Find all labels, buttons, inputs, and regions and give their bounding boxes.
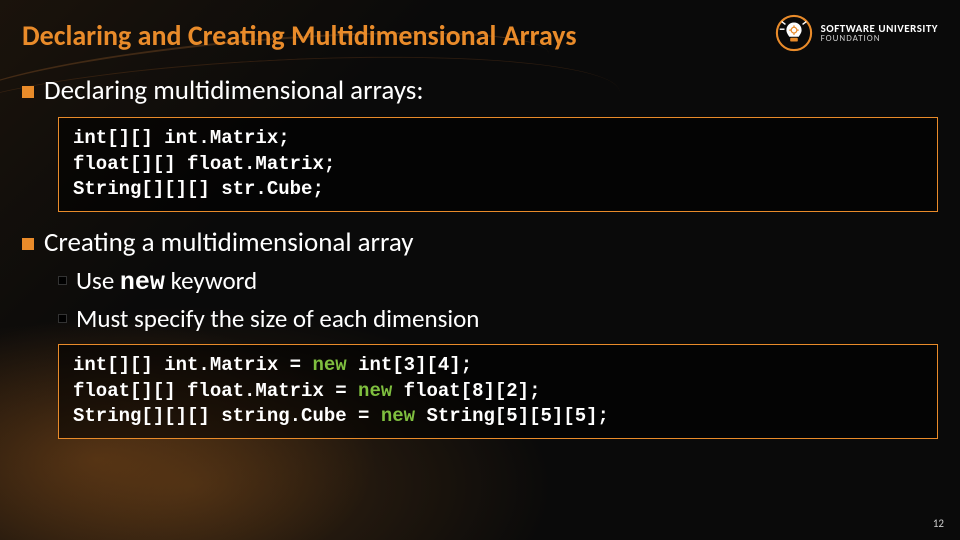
bullet-2b-text: Must specify the size of each dimension: [76, 303, 479, 334]
code-block-1: int[][] int.Matrix; float[][] float.Matr…: [58, 117, 938, 212]
bullet-1: Declaring multidimensional arrays:: [22, 74, 938, 107]
logo: SOFTWARE UNIVERSITY FOUNDATION: [775, 14, 938, 52]
lightbulb-gear-icon: [775, 14, 813, 52]
bullet-2-text: Creating a multidimensional array: [44, 226, 413, 259]
slide-title: Declaring and Creating Multidimensional …: [22, 18, 577, 53]
code-block-2: int[][] int.Matrix = new int[3][4]; floa…: [58, 344, 938, 439]
logo-text-line2: FOUNDATION: [821, 34, 938, 43]
bullet-2: Creating a multidimensional array: [22, 226, 938, 259]
bullet-2a-text: Use new keyword: [76, 265, 257, 297]
page-number: 12: [933, 517, 944, 530]
bullet-1-text: Declaring multidimensional arrays:: [44, 74, 424, 107]
bullet-2b: Must specify the size of each dimension: [58, 303, 938, 334]
bullet-marker-icon: [22, 86, 34, 98]
bullet-2a: Use new keyword: [58, 265, 938, 297]
sub-bullet-marker-icon: [58, 314, 67, 323]
bullet-marker-icon: [22, 238, 34, 250]
sub-bullet-marker-icon: [58, 276, 67, 285]
